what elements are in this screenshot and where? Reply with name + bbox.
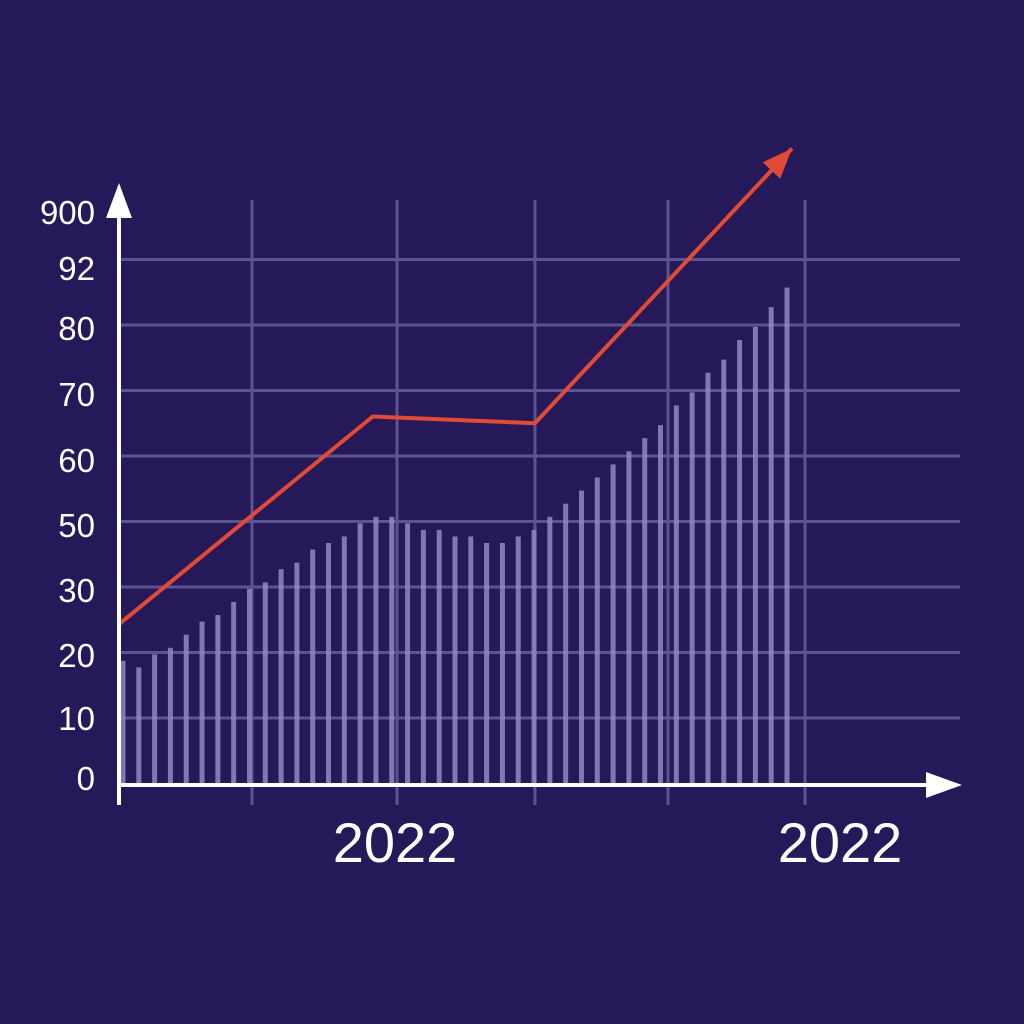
trend-arrow-head (762, 148, 792, 179)
bar (515, 536, 521, 785)
bar (578, 490, 584, 785)
bars (120, 287, 790, 785)
bar (357, 523, 363, 785)
x-tick-label: 2022 (333, 811, 458, 874)
y-axis-arrow (106, 183, 132, 218)
bar (452, 536, 458, 785)
y-tick-label: 20 (58, 637, 95, 674)
bar (610, 464, 616, 785)
y-tick-label: 900 (40, 194, 95, 231)
bar (768, 307, 774, 785)
bar (310, 549, 316, 785)
y-tick-labels: 0 10 20 30 50 60 70 80 92 900 (40, 194, 95, 797)
bar (326, 543, 332, 785)
bar (167, 647, 173, 785)
axes (106, 183, 962, 805)
bar (547, 516, 553, 785)
grid (119, 200, 960, 805)
bar (673, 405, 679, 785)
bar (737, 339, 743, 785)
trend (117, 147, 794, 626)
bar (294, 562, 300, 785)
bar (531, 529, 537, 785)
bar (721, 359, 727, 785)
y-tick-label: 30 (58, 572, 95, 609)
bar (136, 667, 142, 785)
bar (341, 536, 347, 785)
bar (246, 588, 252, 785)
trend-line (117, 147, 794, 626)
bar (215, 615, 221, 785)
bar (373, 516, 379, 785)
y-tick-label: 60 (58, 442, 95, 479)
bar (689, 392, 695, 785)
bar (262, 582, 268, 785)
bar (420, 529, 426, 785)
bar (642, 438, 648, 785)
bar (199, 621, 205, 785)
bar (484, 543, 490, 785)
bar (231, 601, 237, 785)
y-tick-label: 92 (58, 250, 95, 287)
y-tick-label: 10 (58, 700, 95, 737)
bar (784, 287, 790, 785)
x-tick-labels: 2022 2022 (333, 811, 903, 874)
bar (752, 326, 758, 785)
bar (389, 516, 395, 785)
bar (405, 523, 411, 785)
bar (626, 451, 632, 785)
bar (468, 536, 474, 785)
y-tick-label: 80 (58, 310, 95, 347)
bar (705, 372, 711, 785)
bar (436, 529, 442, 785)
bar (594, 477, 600, 785)
x-axis-arrow (926, 772, 962, 798)
bar (563, 503, 569, 785)
bar (152, 654, 158, 785)
bar (278, 569, 284, 785)
bar (183, 634, 189, 785)
y-tick-label: 0 (77, 760, 95, 797)
y-tick-label: 50 (58, 507, 95, 544)
y-tick-label: 70 (58, 376, 95, 413)
bar (120, 660, 126, 785)
bar (658, 425, 664, 785)
x-tick-label: 2022 (778, 811, 903, 874)
bar (499, 543, 505, 785)
